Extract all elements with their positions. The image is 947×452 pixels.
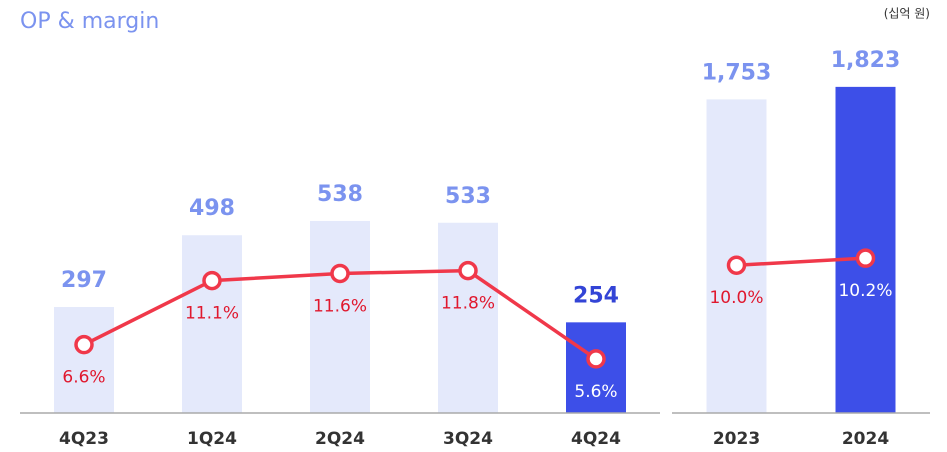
bar xyxy=(438,222,498,413)
margin-label: 6.6% xyxy=(62,368,105,388)
value-label: 254 xyxy=(573,283,619,308)
x-tick-label: 2023 xyxy=(713,429,760,449)
margin-label: 11.1% xyxy=(185,304,239,324)
margin-label: 11.8% xyxy=(441,294,495,314)
x-tick-label: 2Q24 xyxy=(315,429,365,449)
bar xyxy=(54,306,114,413)
value-label: 297 xyxy=(61,268,107,293)
value-label: 1,753 xyxy=(702,60,772,85)
x-tick-label: 4Q23 xyxy=(59,429,109,449)
margin-label: 11.6% xyxy=(313,296,367,316)
value-label: 498 xyxy=(189,196,235,221)
value-label: 533 xyxy=(445,184,491,209)
margin-marker xyxy=(74,334,94,355)
bar xyxy=(182,235,242,413)
x-tick-label: 1Q24 xyxy=(187,429,237,449)
margin-marker xyxy=(586,349,606,369)
bar xyxy=(310,220,370,413)
x-tick-label: 3Q24 xyxy=(443,429,493,449)
value-label: 538 xyxy=(317,182,363,207)
margin-marker xyxy=(458,260,478,281)
margin-marker xyxy=(202,270,222,291)
margin-label: 5.6% xyxy=(574,382,617,402)
margin-label: 10.2% xyxy=(838,281,892,301)
x-tick-label: 4Q24 xyxy=(571,429,621,449)
margin-marker xyxy=(330,263,350,284)
margin-marker xyxy=(726,255,747,275)
unit-label: (십억 원) xyxy=(884,7,930,21)
margin-line xyxy=(736,256,866,267)
margin-label: 10.0% xyxy=(709,288,763,308)
x-tick-label: 2024 xyxy=(842,429,889,449)
value-label: 1,823 xyxy=(831,48,901,73)
chart-title: OP & margin xyxy=(20,9,159,34)
margin-marker xyxy=(855,248,876,268)
